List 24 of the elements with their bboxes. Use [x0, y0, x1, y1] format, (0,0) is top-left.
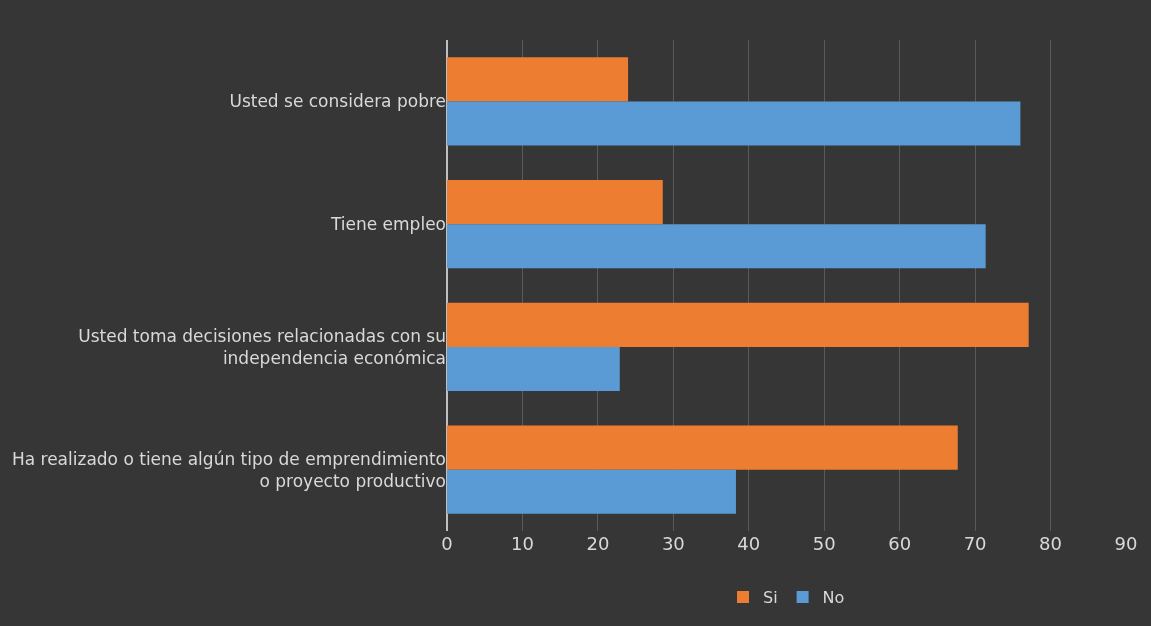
- x-tick-label: 30: [661, 533, 685, 554]
- bar: [447, 469, 736, 514]
- x-tick-label: 90: [1114, 533, 1138, 554]
- x-tick-label: 40: [737, 533, 761, 554]
- bar: [447, 425, 958, 470]
- legend-label: No: [822, 588, 845, 608]
- bar: [447, 179, 663, 225]
- y-tick-label: Usted toma decisiones relacionadas con su independencia económica: [78, 325, 446, 368]
- x-tick-label: 50: [812, 533, 836, 554]
- y-tick-label: Tiene empleo: [329, 214, 446, 235]
- x-tick-label: 20: [586, 533, 610, 554]
- bar: [447, 224, 986, 269]
- x-tick-label: 10: [510, 533, 534, 554]
- bar: [447, 346, 620, 392]
- x-tick-label: 0: [441, 533, 453, 554]
- bar: [447, 57, 629, 102]
- x-tick-label: 60: [888, 533, 912, 554]
- x-tick-label: 80: [1039, 533, 1063, 554]
- legend-label: Si: [763, 588, 778, 608]
- y-tick-label: Usted se considera pobre: [229, 91, 446, 112]
- bar: [447, 302, 1029, 347]
- bar: [447, 101, 1021, 146]
- x-tick-label: 70: [963, 533, 987, 554]
- y-tick-label: Ha realizado o tiene algún tipo de emprendimiento o proyecto productivo: [11, 448, 446, 491]
